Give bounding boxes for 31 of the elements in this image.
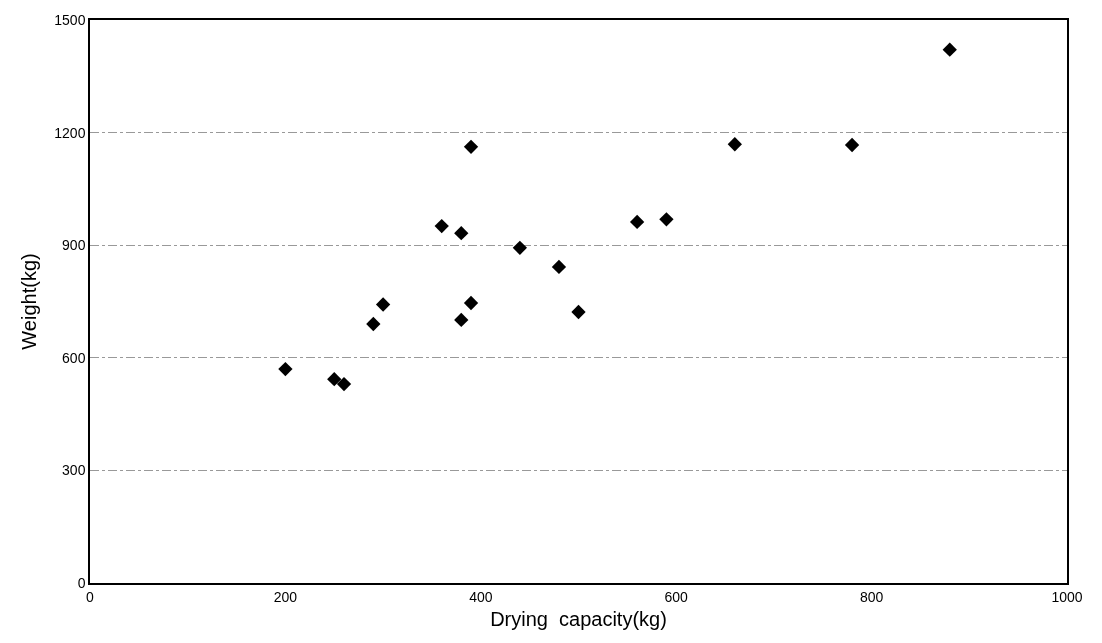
y-tick-label: 900: [62, 237, 86, 254]
point: [375, 297, 391, 312]
y-tick-label: 300: [62, 462, 86, 479]
point: [278, 361, 293, 377]
y-tick-label: 1200: [54, 124, 86, 141]
y-tick-label: 0: [77, 574, 86, 591]
x-tick-label: 800: [859, 588, 884, 605]
point: [454, 312, 469, 328]
x-tick-label: 1000: [1051, 588, 1083, 605]
point: [463, 295, 479, 311]
point: [463, 139, 479, 155]
x-tick-label: 600: [664, 588, 689, 605]
point: [366, 316, 381, 332]
point: [727, 137, 742, 152]
point: [659, 212, 674, 227]
point: [571, 304, 586, 320]
point: [327, 372, 342, 387]
x-tick-label: 200: [273, 588, 298, 605]
point: [844, 137, 860, 153]
point: [942, 42, 957, 57]
x-axis-title: Drying capacity(kg): [490, 607, 667, 630]
point: [434, 218, 449, 234]
y-tick-label: 600: [62, 349, 86, 366]
point: [629, 214, 645, 230]
point: [551, 259, 567, 275]
point: [454, 226, 469, 241]
point: [336, 376, 352, 392]
y-axis-title: Weight(kg): [18, 253, 41, 350]
y-tick-label: 1500: [54, 11, 86, 28]
point: [512, 240, 528, 255]
x-tick-label: 400: [469, 588, 493, 605]
